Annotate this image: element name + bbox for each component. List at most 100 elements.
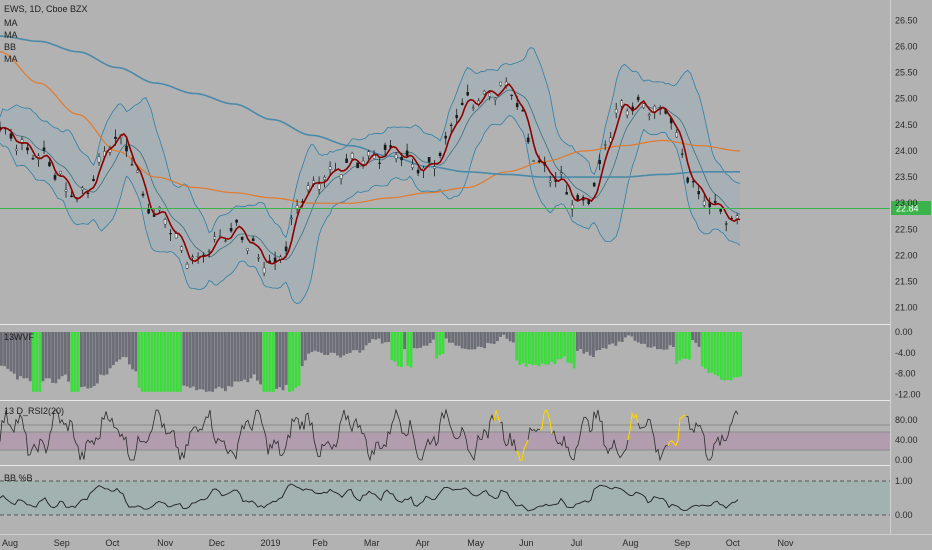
price-pane[interactable] bbox=[0, 35, 741, 305]
wvf-bar bbox=[534, 332, 538, 365]
wvf-bar bbox=[416, 332, 419, 349]
wvf-bar bbox=[636, 332, 640, 343]
wvf-bar bbox=[492, 332, 496, 344]
candle-body bbox=[290, 217, 293, 220]
wvf-bar bbox=[480, 332, 483, 348]
candle-body bbox=[620, 100, 623, 107]
wvf-bar bbox=[134, 332, 138, 372]
time-tick-label: Apr bbox=[416, 538, 430, 548]
wvf-bar bbox=[99, 332, 102, 375]
candle-body bbox=[702, 200, 706, 206]
candle-body bbox=[466, 92, 470, 96]
candle-body bbox=[185, 264, 189, 269]
wvf-bar bbox=[124, 332, 128, 358]
candle-body bbox=[367, 151, 370, 156]
wvf-bar bbox=[230, 332, 234, 387]
wvf-bar bbox=[380, 332, 384, 344]
rsi-tick-label: 0.00 bbox=[895, 455, 913, 465]
time-tick-label: Sep bbox=[674, 538, 690, 548]
wvf-bar bbox=[470, 332, 474, 350]
wvf-bar bbox=[566, 332, 570, 363]
time-axis[interactable]: Aug Sep Oct Nov Dec 2019 Feb Mar Apr May Jun Jul Aug… bbox=[2, 538, 794, 548]
candle-body bbox=[427, 156, 431, 163]
candle-body bbox=[59, 170, 62, 175]
candle-body bbox=[235, 219, 238, 223]
wvf-bar bbox=[716, 332, 720, 377]
wvf-bar bbox=[57, 332, 61, 380]
wvf-bar bbox=[44, 332, 48, 379]
wvf-bar bbox=[188, 332, 192, 388]
candle-body bbox=[471, 107, 475, 109]
wvf-bar bbox=[457, 332, 461, 346]
rsi-label[interactable]: 13 D_RSI2(20) bbox=[4, 406, 64, 416]
indicator-ma-2[interactable]: MA bbox=[4, 30, 18, 40]
wvf-bar bbox=[620, 332, 624, 342]
candle-body bbox=[53, 175, 57, 180]
candle-body bbox=[114, 136, 117, 139]
rsi-axis[interactable]: 80.00 40.00 0.00 bbox=[895, 415, 918, 465]
wvf-bar bbox=[201, 332, 205, 390]
wvf-bar bbox=[156, 332, 160, 392]
percent-b-axis[interactable]: 1.00 0.00 bbox=[895, 476, 913, 520]
wvf-bar bbox=[614, 332, 618, 346]
candle-body bbox=[438, 152, 442, 157]
rsi-signal-segment bbox=[667, 414, 687, 447]
wvf-bar bbox=[656, 332, 659, 350]
wvf-bar bbox=[140, 332, 144, 392]
wvf-bar bbox=[51, 332, 54, 383]
wvf-bar bbox=[28, 332, 32, 382]
wvf-bar bbox=[214, 332, 218, 389]
indicator-ma-1[interactable]: MA bbox=[4, 18, 18, 28]
indicator-ma-3[interactable]: MA bbox=[4, 54, 18, 64]
candle-body bbox=[257, 257, 260, 259]
percent-b-pane[interactable] bbox=[0, 480, 890, 516]
wvf-bar bbox=[262, 332, 266, 392]
wvf-pane[interactable] bbox=[0, 332, 742, 392]
wvf-bar bbox=[537, 332, 541, 367]
wvf-bar bbox=[400, 332, 403, 367]
rsi-signal-segment bbox=[493, 409, 501, 424]
candle-body bbox=[345, 158, 348, 163]
rsi-pane[interactable] bbox=[0, 408, 890, 462]
wvf-bar bbox=[476, 332, 480, 347]
indicator-bb[interactable]: BB bbox=[4, 42, 16, 52]
wvf-label[interactable]: 13WVF bbox=[4, 332, 35, 342]
symbol-title[interactable]: EWS, 1D, Cboe BZX bbox=[4, 4, 88, 14]
price-tick-label: 25.00 bbox=[895, 94, 918, 104]
wvf-bar bbox=[265, 332, 269, 392]
candle-body bbox=[317, 183, 321, 190]
price-axis[interactable]: 26.50 26.00 25.50 25.00 24.50 24.00 23.50 23.00… bbox=[895, 15, 918, 312]
wvf-tick-label: -8.00 bbox=[895, 369, 916, 379]
candle-body bbox=[598, 159, 601, 164]
wvf-bar bbox=[108, 332, 112, 369]
rsi-tick-label: 40.00 bbox=[895, 435, 918, 445]
time-tick-label: Aug bbox=[2, 538, 18, 548]
price-tick-label: 23.00 bbox=[895, 198, 918, 208]
candle-body bbox=[180, 246, 183, 251]
wvf-bar bbox=[259, 332, 262, 385]
wvf-bar bbox=[425, 332, 429, 346]
percent-b-band bbox=[0, 481, 890, 515]
percent-b-label[interactable]: BB %B bbox=[4, 473, 33, 483]
candle-body bbox=[537, 160, 541, 163]
wvf-bar bbox=[681, 332, 685, 359]
rsi-signal-segment bbox=[627, 411, 639, 441]
wvf-bar bbox=[348, 332, 352, 353]
candle-body bbox=[570, 204, 574, 210]
wvf-bar bbox=[438, 332, 442, 356]
wvf-bar bbox=[592, 332, 595, 357]
wvf-bar bbox=[403, 332, 406, 350]
wvf-bar bbox=[726, 332, 730, 380]
wvf-bar bbox=[224, 332, 227, 392]
wvf-axis[interactable]: 0.00 -4.00 -8.00 -12.00 bbox=[895, 327, 921, 399]
candle-body bbox=[361, 160, 365, 165]
candle-body bbox=[92, 178, 95, 182]
wvf-bar bbox=[288, 332, 291, 392]
rsi-band bbox=[0, 432, 890, 450]
wvf-bar bbox=[217, 332, 221, 387]
candle-body bbox=[521, 110, 524, 112]
wvf-bar bbox=[323, 332, 326, 355]
candle-body bbox=[339, 174, 343, 179]
price-line bbox=[0, 83, 741, 265]
wvf-bar bbox=[588, 332, 592, 356]
